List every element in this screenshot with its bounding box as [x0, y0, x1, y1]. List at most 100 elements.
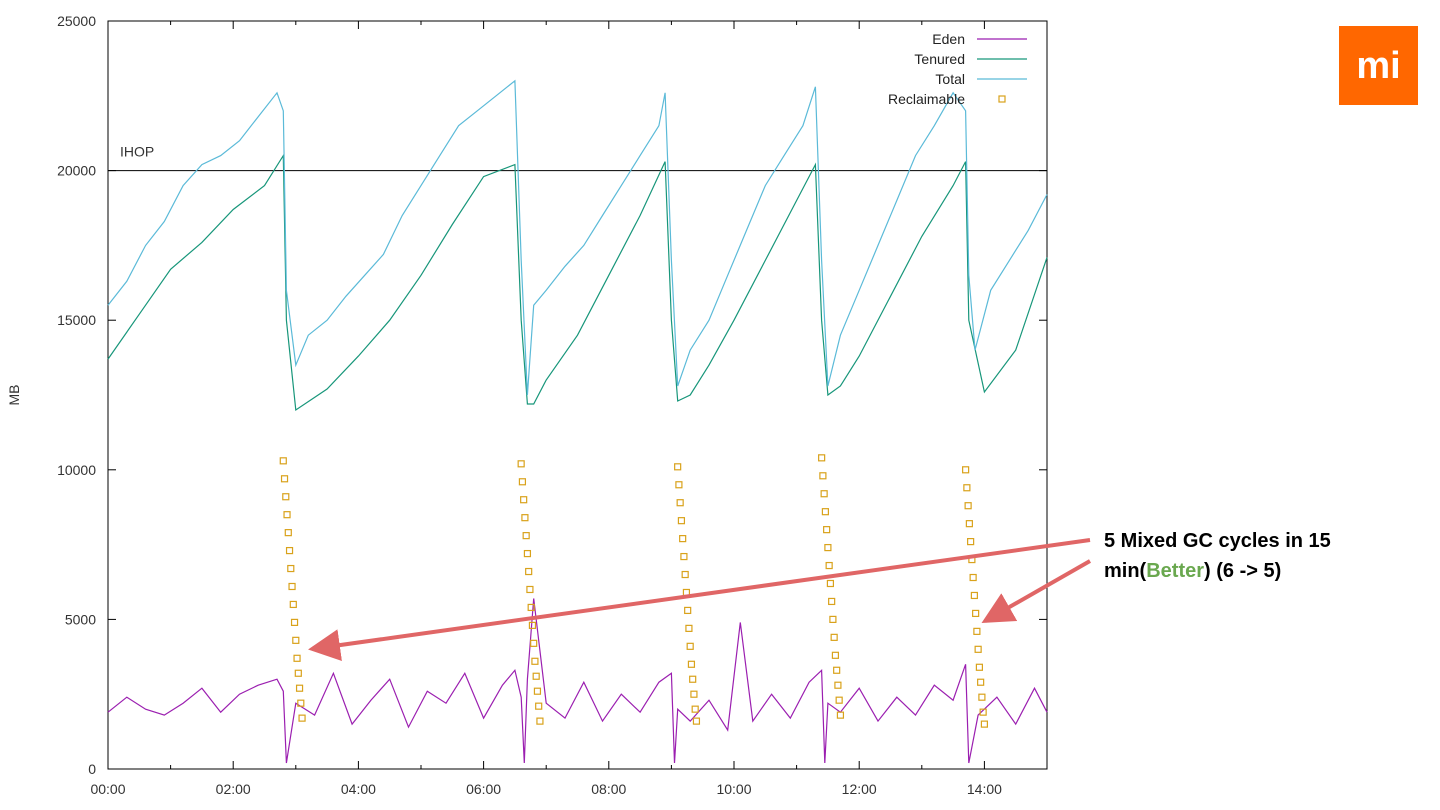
reclaimable-point — [282, 493, 290, 501]
reclaimable-point — [681, 570, 689, 579]
reclaimable-point — [520, 496, 528, 504]
legend-label-total: Total — [935, 71, 965, 87]
brand-logo-background — [1339, 26, 1418, 105]
reclaimable-point — [690, 690, 698, 698]
reclaimable-point — [979, 708, 987, 716]
reclaimable-point — [978, 693, 986, 701]
reclaimable-point — [980, 720, 989, 728]
y-axis-label: MB — [6, 385, 22, 406]
reclaimable-point — [691, 705, 699, 713]
reclaimable-point — [833, 666, 841, 674]
reclaimable-point — [826, 579, 835, 588]
annotation-suffix: ) (6 -> 5) — [1204, 560, 1281, 582]
y-tick-label: 10000 — [57, 462, 96, 478]
reclaimable-point — [284, 529, 292, 537]
reclaimable-point — [819, 472, 827, 480]
reclaimable-point — [288, 582, 296, 591]
reclaimable-point — [975, 663, 983, 671]
reclaimable-point — [287, 564, 295, 573]
reclaimable-point — [675, 481, 683, 489]
reclaimable-point — [292, 636, 300, 644]
annotation-arrow-1 — [308, 538, 1091, 661]
reclaimable-point — [967, 538, 975, 546]
reclaimable-point — [290, 618, 299, 626]
reclaimable-point — [293, 654, 301, 662]
reclaimable-point — [830, 633, 838, 641]
ihop-label: IHOP — [120, 144, 154, 160]
reclaimable-point — [528, 621, 537, 629]
reclaimable-point — [965, 520, 973, 528]
series-total-line — [107, 79, 1048, 396]
brand-logo-text: mi — [1356, 45, 1400, 87]
annotation-line-2: min(Better) (6 -> 5) — [1104, 560, 1281, 582]
reclaimable-point — [972, 609, 980, 618]
legend-label-tenured: Tenured — [914, 51, 965, 67]
reclaimable-point — [686, 642, 694, 650]
annotation-prefix: min( — [1104, 560, 1147, 582]
series-eden-line — [107, 598, 1048, 764]
reclaimable-point — [280, 475, 289, 483]
reclaimable-point — [970, 591, 978, 600]
y-tick-label: 20000 — [57, 163, 96, 179]
reclaimable-point — [831, 651, 840, 659]
reclaimable-point — [825, 561, 833, 570]
reclaimable-point — [684, 606, 692, 615]
plot-frame — [107, 20, 1048, 770]
series-layer — [107, 79, 1048, 764]
annotation-arrow-2 — [981, 559, 1091, 623]
reclaimable-point — [821, 508, 829, 516]
reclaimable-point — [531, 657, 539, 665]
x-tick-label: 14:00 — [967, 781, 1002, 797]
reclaimable-point — [687, 660, 696, 668]
reclaimable-point — [962, 466, 970, 474]
brand-logo: mi — [1339, 26, 1418, 105]
reclaimable-point — [535, 702, 543, 710]
legend-label-eden: Eden — [932, 31, 965, 47]
reclaimable-point — [685, 624, 693, 632]
reclaimable-point — [689, 675, 697, 683]
y-tick-label: 0 — [88, 761, 96, 777]
x-tick-label: 02:00 — [216, 781, 251, 797]
reclaimable-point — [818, 454, 826, 462]
reclaimable-point — [532, 672, 540, 680]
reclaimable-point — [521, 514, 529, 522]
reclaimable-point — [964, 502, 972, 510]
reclaimable-point — [527, 603, 535, 612]
reclaimable-point — [518, 478, 527, 486]
y-tick-label: 15000 — [57, 312, 96, 328]
reclaimable-point — [963, 484, 971, 492]
reclaimable-point — [295, 684, 304, 692]
reclaimable-point — [677, 517, 686, 525]
reclaimable-point — [536, 717, 544, 725]
reclaimable-point — [523, 549, 532, 558]
reclaimable-point — [824, 543, 832, 552]
annotation-highlight: Better — [1146, 560, 1204, 582]
y-tick-label: 25000 — [57, 13, 96, 29]
y-tick-label: 5000 — [65, 611, 96, 627]
reclaimable-point — [522, 532, 530, 540]
reclaimable-point — [835, 696, 843, 704]
reclaimable-point — [298, 714, 306, 722]
reclaimable-point — [692, 717, 701, 725]
reclaimable-point — [525, 567, 533, 576]
x-tick-label: 00:00 — [90, 781, 125, 797]
reclaimable-point — [285, 546, 294, 555]
reclaimable-point — [820, 490, 828, 498]
legend-swatch-reclaimable — [998, 95, 1006, 103]
reclaimable-point — [533, 687, 542, 695]
reclaimable-point — [974, 645, 982, 653]
x-tick-label: 12:00 — [842, 781, 877, 797]
legend: Eden Tenured Total Reclaimable — [888, 31, 1027, 107]
plot-area: 0 5000 10000 15000 20000 25000 00:00 02:00 04:00… — [6, 13, 1048, 797]
reclaimable-point — [834, 681, 842, 689]
x-tick-label: 04:00 — [341, 781, 376, 797]
reclaimable-point — [680, 552, 688, 561]
reclaimable-point — [973, 627, 981, 635]
reclaimable-point — [836, 711, 845, 719]
annotation: 5 Mixed GC cycles in 15 min(Better) (6 ->… — [308, 530, 1331, 661]
reclaimable-point — [676, 499, 684, 507]
x-tick-label: 08:00 — [591, 781, 626, 797]
reclaimable-point — [977, 678, 985, 686]
reclaimable-point — [294, 669, 302, 677]
reclaimable-point — [823, 526, 831, 534]
